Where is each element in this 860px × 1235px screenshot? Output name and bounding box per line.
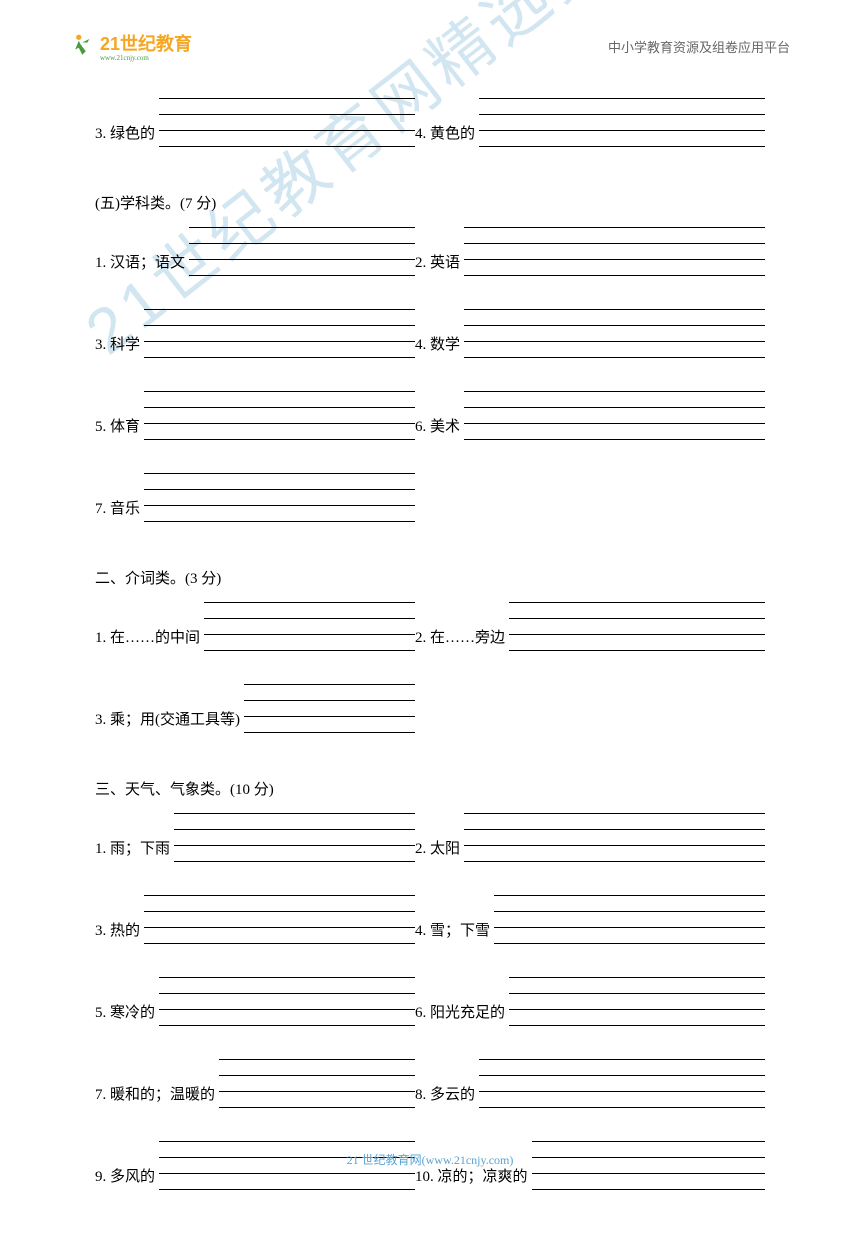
answer-blank[interactable]	[159, 989, 415, 1025]
question-row: 1. 雨；下雨 2. 太阳	[95, 825, 765, 861]
answer-blank[interactable]	[494, 907, 765, 943]
question-row: 5. 体育 6. 美术	[95, 403, 765, 439]
question-item: 5. 体育	[95, 403, 415, 439]
answer-blank[interactable]	[479, 1071, 765, 1107]
answer-blank[interactable]	[144, 485, 415, 521]
question-label: 3. 绿色的	[95, 122, 159, 146]
question-item: 2. 在……旁边	[415, 614, 765, 650]
question-label: 1. 雨；下雨	[95, 837, 174, 861]
question-item: 8. 多云的	[415, 1071, 765, 1107]
page-footer: 21 世纪教育网(www.21cnjy.com)	[0, 1151, 860, 1168]
question-row: 3. 科学 4. 数学	[95, 321, 765, 357]
question-item: 3. 绿色的	[95, 110, 415, 146]
question-row: 7. 音乐	[95, 485, 765, 521]
question-label: 1. 汉语；语文	[95, 251, 189, 275]
question-item: 7. 暖和的；温暖的	[95, 1071, 415, 1107]
question-label: 8. 多云的	[415, 1083, 479, 1107]
question-item: 6. 阳光充足的	[415, 989, 765, 1025]
answer-blank[interactable]	[174, 825, 415, 861]
answer-blank[interactable]	[204, 614, 415, 650]
answer-blank[interactable]	[464, 403, 765, 439]
question-label: 3. 科学	[95, 333, 144, 357]
question-item: 7. 音乐	[95, 485, 415, 521]
answer-blank[interactable]	[219, 1071, 415, 1107]
question-item: 1. 雨；下雨	[95, 825, 415, 861]
question-label: 2. 太阳	[415, 837, 464, 861]
question-label: 6. 美术	[415, 415, 464, 439]
section-heading: 二、介词类。(3 分)	[95, 567, 765, 588]
question-item: 5. 寒冷的	[95, 989, 415, 1025]
section-heading: (五)学科类。(7 分)	[95, 192, 765, 213]
question-item: 6. 美术	[415, 403, 765, 439]
question-row: 5. 寒冷的 6. 阳光充足的	[95, 989, 765, 1025]
question-item: 2. 英语	[415, 239, 765, 275]
logo-text: 21世纪教育	[100, 34, 192, 54]
question-item: 4. 黄色的	[415, 110, 765, 146]
question-item: 2. 太阳	[415, 825, 765, 861]
question-item: 3. 乘；用(交通工具等)	[95, 696, 415, 732]
logo-subtext: www.21cnjy.com	[100, 54, 192, 62]
question-label: 7. 音乐	[95, 497, 144, 521]
header-right-text: 中小学教育资源及组卷应用平台	[608, 37, 790, 56]
question-label: 4. 数学	[415, 333, 464, 357]
question-label: 9. 多风的	[95, 1165, 159, 1189]
question-label: 5. 体育	[95, 415, 144, 439]
question-item: 1. 在……的中间	[95, 614, 415, 650]
question-row: 3. 热的 4. 雪；下雪	[95, 907, 765, 943]
answer-blank[interactable]	[144, 403, 415, 439]
question-row: 7. 暖和的；温暖的 8. 多云的	[95, 1071, 765, 1107]
question-label: 7. 暖和的；温暖的	[95, 1083, 219, 1107]
question-item: 1. 汉语；语文	[95, 239, 415, 275]
question-item: 3. 热的	[95, 907, 415, 943]
question-item: 3. 科学	[95, 321, 415, 357]
answer-blank[interactable]	[144, 907, 415, 943]
logo: 21世纪教育 www.21cnjy.com	[70, 30, 192, 62]
page-header: 21世纪教育 www.21cnjy.com 中小学教育资源及组卷应用平台	[0, 30, 860, 62]
question-label: 2. 英语	[415, 251, 464, 275]
question-label: 5. 寒冷的	[95, 1001, 159, 1025]
question-label: 6. 阳光充足的	[415, 1001, 509, 1025]
question-row: 3. 乘；用(交通工具等)	[95, 696, 765, 732]
answer-blank[interactable]	[159, 110, 415, 146]
question-label: 3. 乘；用(交通工具等)	[95, 708, 244, 732]
question-label: 4. 黄色的	[415, 122, 479, 146]
question-row: 1. 在……的中间 2. 在……旁边	[95, 614, 765, 650]
question-item: 4. 数学	[415, 321, 765, 357]
question-label: 10. 凉的；凉爽的	[415, 1165, 532, 1189]
answer-blank[interactable]	[479, 110, 765, 146]
answer-blank[interactable]	[464, 239, 765, 275]
question-label: 3. 热的	[95, 919, 144, 943]
answer-blank[interactable]	[509, 989, 765, 1025]
answer-blank[interactable]	[244, 696, 415, 732]
question-row: 1. 汉语；语文 2. 英语	[95, 239, 765, 275]
answer-blank[interactable]	[509, 614, 765, 650]
answer-blank[interactable]	[144, 321, 415, 357]
answer-blank[interactable]	[464, 321, 765, 357]
question-item: 4. 雪；下雪	[415, 907, 765, 943]
answer-blank[interactable]	[189, 239, 415, 275]
question-label: 2. 在……旁边	[415, 626, 509, 650]
logo-icon	[70, 32, 98, 60]
question-label: 1. 在……的中间	[95, 626, 204, 650]
worksheet-content: 3. 绿色的 4. 黄色的 (五)学科类。(7 分) 1. 汉语；语文 2. 英语 3. …	[95, 110, 765, 1235]
question-row: 3. 绿色的 4. 黄色的	[95, 110, 765, 146]
question-label: 4. 雪；下雪	[415, 919, 494, 943]
section-heading: 三、天气、气象类。(10 分)	[95, 778, 765, 799]
answer-blank[interactable]	[464, 825, 765, 861]
